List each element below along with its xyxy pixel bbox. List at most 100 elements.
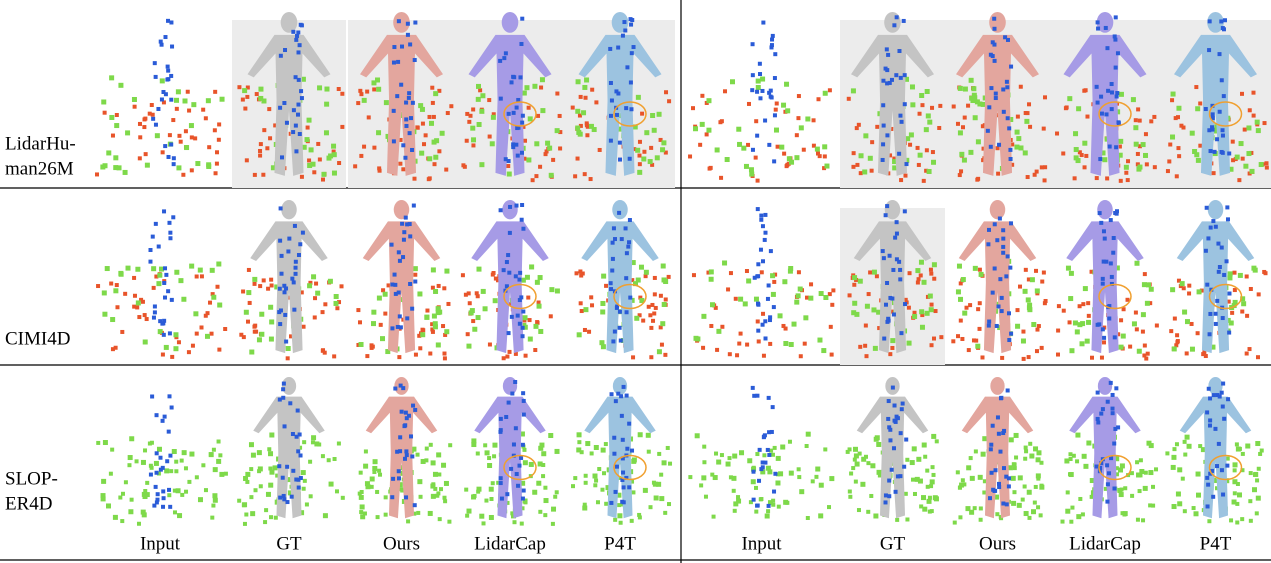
point: [1000, 309, 1004, 313]
point: [414, 353, 418, 357]
point: [604, 442, 608, 446]
point: [1207, 387, 1211, 391]
point: [294, 478, 298, 482]
point: [313, 315, 317, 319]
point: [193, 311, 198, 316]
point: [167, 155, 171, 159]
point: [1018, 285, 1022, 289]
point: [178, 278, 183, 283]
point: [1175, 340, 1179, 344]
point: [859, 153, 864, 158]
point: [726, 287, 730, 291]
point: [1034, 269, 1038, 273]
point: [888, 438, 892, 442]
point: [958, 515, 962, 519]
point: [799, 125, 804, 130]
point: [390, 495, 394, 499]
point: [1119, 345, 1124, 350]
point: [397, 476, 401, 480]
point: [1221, 382, 1225, 386]
point: [1258, 452, 1262, 456]
point: [313, 296, 317, 300]
point: [1114, 66, 1118, 70]
point: [465, 514, 469, 518]
point: [359, 154, 363, 158]
point: [306, 126, 310, 130]
point: [625, 251, 629, 255]
point: [241, 289, 245, 293]
point: [380, 336, 385, 341]
point: [1213, 427, 1217, 431]
point: [932, 337, 936, 341]
point: [1222, 417, 1226, 421]
point: [514, 204, 518, 208]
point: [1170, 287, 1175, 292]
point: [157, 245, 161, 249]
point: [279, 206, 283, 210]
point: [1009, 65, 1013, 69]
point: [308, 460, 312, 464]
point: [384, 495, 388, 499]
point: [1099, 412, 1103, 416]
point: [195, 332, 199, 336]
point: [397, 469, 401, 473]
point: [901, 402, 905, 406]
point: [1099, 95, 1103, 99]
point: [258, 466, 263, 471]
point: [811, 479, 815, 483]
point: [961, 478, 965, 482]
point: [849, 472, 853, 476]
point: [898, 114, 902, 118]
point: [600, 488, 604, 492]
point: [1102, 340, 1106, 344]
point: [1007, 311, 1011, 315]
point: [1260, 449, 1264, 453]
point: [538, 275, 543, 280]
point: [887, 479, 891, 483]
point: [487, 463, 492, 468]
point: [881, 158, 885, 162]
point: [998, 277, 1002, 281]
point: [335, 489, 339, 493]
point: [1110, 107, 1114, 111]
point: [631, 355, 635, 359]
point: [1181, 477, 1185, 481]
point: [881, 142, 885, 146]
point: [726, 462, 731, 467]
point: [1232, 479, 1237, 484]
point: [1014, 433, 1019, 438]
point: [590, 303, 594, 307]
point: [290, 495, 294, 499]
point: [204, 116, 208, 120]
point: [664, 90, 668, 94]
point: [1205, 410, 1209, 414]
point: [371, 80, 376, 85]
point: [416, 453, 420, 457]
point: [885, 68, 889, 72]
point: [307, 118, 312, 123]
point: [206, 164, 211, 169]
point: [266, 492, 271, 497]
point: [875, 435, 880, 440]
point: [1135, 327, 1139, 331]
point: [1183, 509, 1187, 513]
point: [372, 87, 376, 91]
point: [1056, 329, 1060, 333]
point: [1081, 302, 1085, 306]
point: [278, 398, 282, 402]
point: [1207, 519, 1211, 523]
point: [433, 155, 438, 160]
point: [1009, 221, 1013, 225]
point: [521, 310, 525, 314]
point: [1187, 291, 1191, 295]
point: [959, 483, 964, 488]
point: [1027, 355, 1031, 359]
point: [1185, 351, 1189, 355]
point: [1055, 132, 1059, 136]
point: [1024, 449, 1028, 453]
point: [814, 475, 818, 479]
point: [625, 65, 629, 69]
point: [611, 339, 615, 343]
point: [376, 130, 381, 135]
point: [789, 160, 794, 165]
